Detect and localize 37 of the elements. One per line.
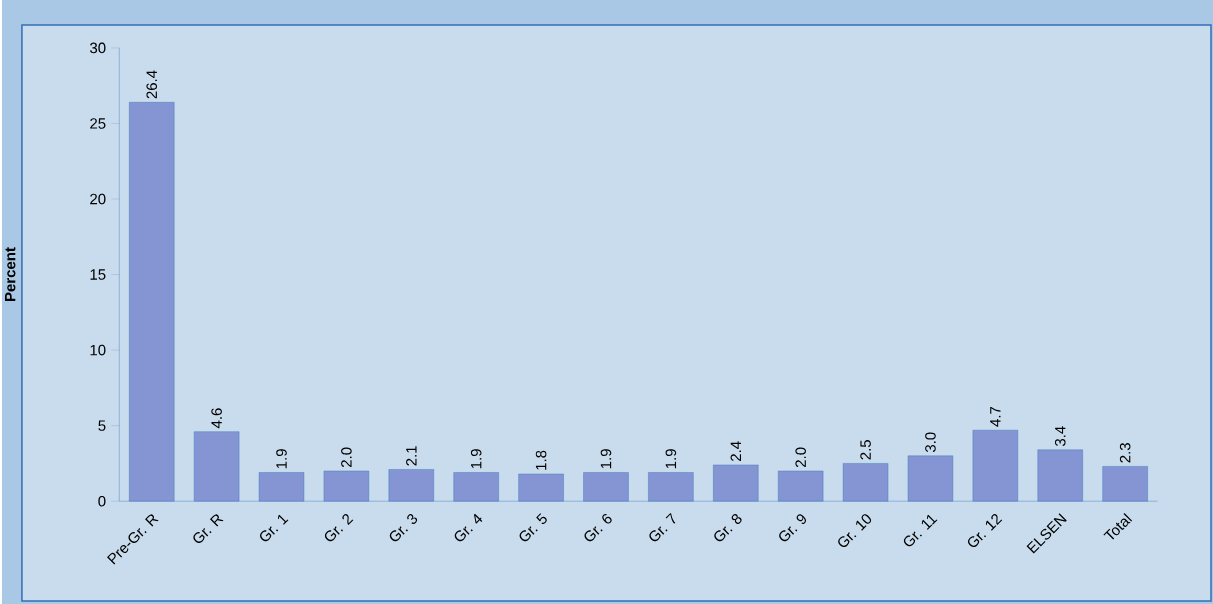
y-tick-label: 5 [98, 420, 106, 431]
x-tick-label: Gr. 2 [324, 514, 354, 542]
y-tick-label: 20 [90, 193, 106, 205]
x-tick-label: Gr. 3 [389, 514, 418, 542]
x-tick-label: Gr. 8 [714, 514, 742, 542]
data-label: 26.4 [146, 70, 158, 99]
y-tick-label: 0 [98, 495, 106, 507]
x-tick-label: Gr. 12 [968, 514, 1003, 548]
data-label: 3.4 [1054, 426, 1066, 447]
x-tick-label: Gr. 10 [838, 514, 872, 548]
y-tick-label: 30 [90, 42, 106, 54]
y-tick-label: 25 [90, 118, 106, 129]
x-tick-label: Gr. 11 [903, 514, 938, 547]
x-tick-label: Gr. 9 [779, 514, 807, 542]
data-label: 2.1 [406, 446, 417, 466]
data-label: 2.5 [860, 440, 871, 460]
data-label: 4.6 [211, 408, 222, 429]
x-tick-label: Gr. R [193, 514, 224, 543]
data-label: 2.0 [795, 447, 806, 468]
data-label: 1.9 [470, 449, 482, 469]
x-tick-label: Gr. 4 [454, 513, 483, 542]
x-tick-label: Gr. 6 [584, 514, 612, 542]
x-tick-label: Gr. 1 [260, 514, 289, 542]
data-label: 1.8 [535, 450, 547, 470]
y-tick-label: 10 [90, 344, 106, 356]
x-tick-label: Gr. 5 [519, 513, 547, 542]
data-label: 2.4 [730, 441, 741, 461]
y-tick-label: 15 [90, 269, 106, 280]
data-label: 1.9 [276, 449, 287, 469]
data-label: 2.3 [1119, 443, 1131, 463]
data-label: 3.0 [925, 432, 936, 453]
data-label: 1.9 [600, 449, 612, 469]
x-tick-label: Gr. 7 [649, 512, 676, 542]
y-axis-title: Percent [5, 247, 16, 302]
data-label: 4.7 [990, 406, 1001, 427]
data-label: 2.0 [341, 447, 352, 468]
data-label: 1.9 [665, 449, 677, 469]
